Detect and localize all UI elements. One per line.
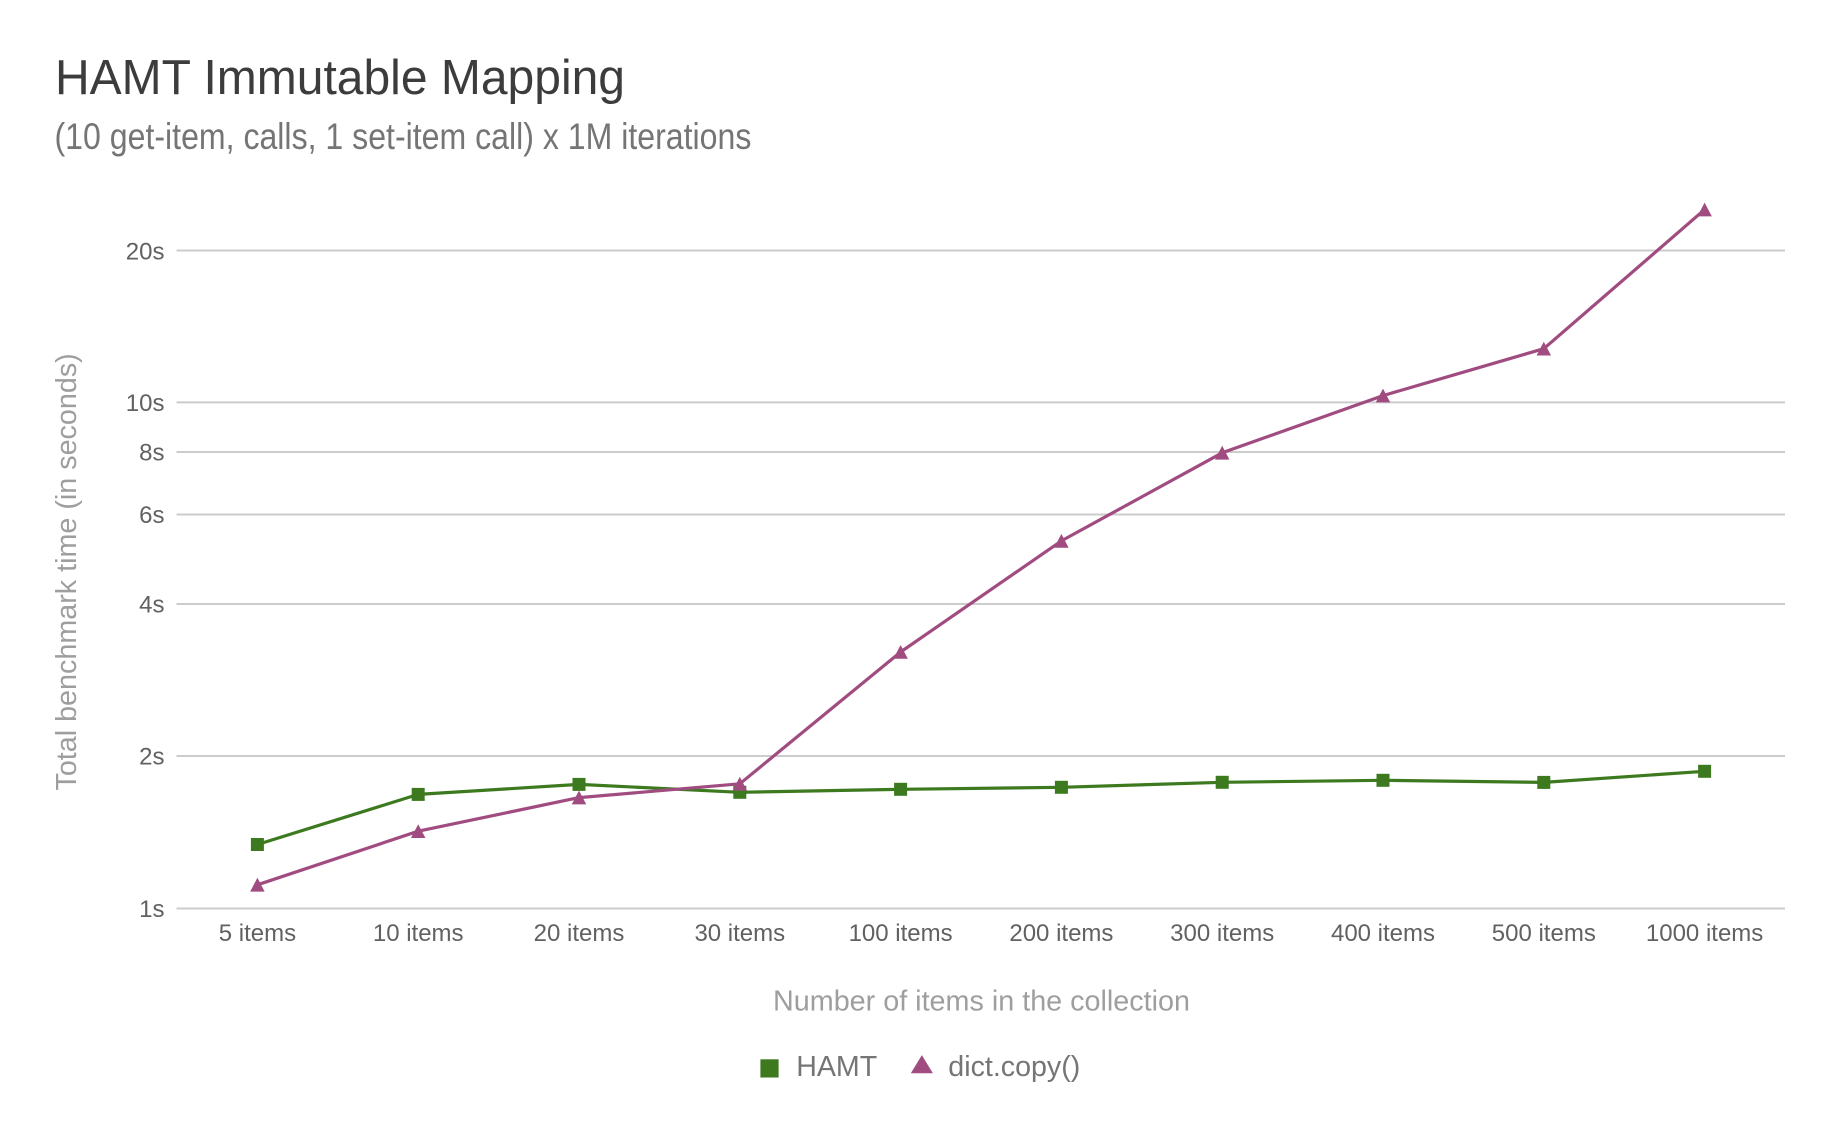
svg-text:1s: 1s: [139, 896, 164, 923]
svg-text:400 items: 400 items: [1331, 920, 1435, 947]
svg-text:4s: 4s: [139, 592, 164, 619]
svg-text:Total benchmark time (in secon: Total benchmark time (in seconds): [51, 353, 83, 790]
svg-text:6s: 6s: [139, 502, 164, 529]
svg-text:20 items: 20 items: [534, 920, 625, 947]
svg-text:30 items: 30 items: [694, 920, 785, 947]
svg-text:2s: 2s: [139, 744, 164, 771]
svg-text:500 items: 500 items: [1492, 920, 1596, 947]
svg-text:8s: 8s: [139, 440, 164, 467]
svg-text:100 items: 100 items: [849, 920, 953, 947]
svg-text:HAMT: HAMT: [796, 1051, 877, 1083]
svg-text:20s: 20s: [126, 239, 165, 266]
svg-text:5 items: 5 items: [219, 920, 296, 947]
svg-text:(10 get-item, calls, 1 set-ite: (10 get-item, calls, 1 set-item call) x …: [55, 116, 752, 157]
svg-text:Number of items in the collect: Number of items in the collection: [773, 985, 1190, 1017]
svg-text:10s: 10s: [126, 390, 165, 417]
svg-text:HAMT Immutable Mapping: HAMT Immutable Mapping: [55, 51, 625, 105]
svg-text:1000 items: 1000 items: [1646, 920, 1763, 947]
svg-text:300 items: 300 items: [1170, 920, 1274, 947]
svg-text:10 items: 10 items: [373, 920, 464, 947]
svg-text:200 items: 200 items: [1009, 920, 1113, 947]
svg-text:dict.copy(): dict.copy(): [948, 1051, 1080, 1083]
